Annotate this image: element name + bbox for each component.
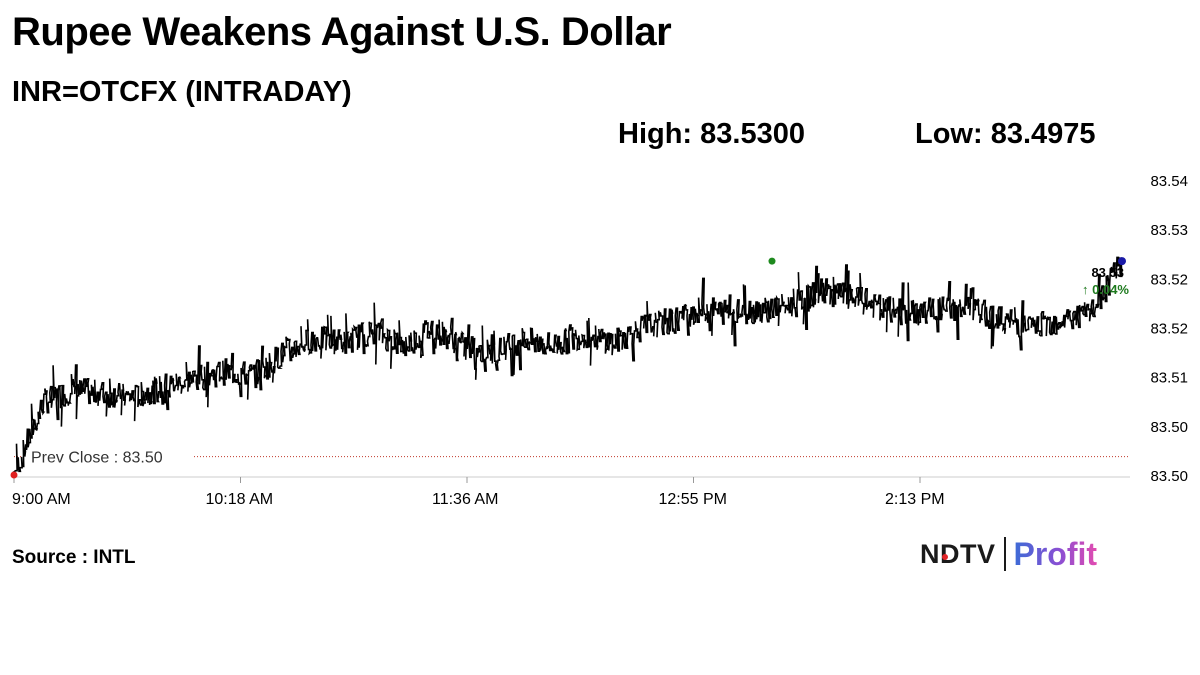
logo-divider	[1003, 537, 1006, 571]
y-tick-label: 83.50	[1150, 468, 1188, 485]
source-note: Source : INTL	[12, 547, 136, 568]
x-tick-label: 9:00 AM	[12, 491, 71, 505]
change-label: ↑ 0.04%	[1082, 282, 1129, 297]
x-tick-label: 11:36 AM	[432, 491, 498, 505]
high-value: 83.5300	[700, 118, 805, 150]
x-tick-label: 12:55 PM	[659, 491, 727, 505]
prev-close-label: Prev Close : 83.50	[31, 450, 163, 467]
logo-profit: Profit	[1013, 535, 1098, 572]
high-stat: High: 83.5300	[618, 118, 805, 151]
chart-subtitle: INR=OTCFX (INTRADAY)	[12, 76, 352, 108]
high-label: High:	[618, 118, 701, 150]
low-label: Low:	[915, 118, 991, 150]
y-tick-label: 83.52	[1150, 321, 1188, 338]
y-tick-label: 83.51	[1150, 370, 1188, 387]
y-tick-label: 83.53	[1150, 222, 1188, 239]
ndtv-profit-logo: NDTV Profit	[920, 534, 1097, 574]
logo-ndtv: NDTV	[920, 538, 996, 569]
price-series-line	[12, 256, 1123, 473]
x-tick-label: 10:18 AM	[206, 491, 274, 505]
chart-title: Rupee Weakens Against U.S. Dollar	[12, 10, 672, 54]
last-value-label: 83.53	[1091, 265, 1124, 280]
y-tick-label: 83.54	[1150, 173, 1188, 190]
low-value: 83.4975	[990, 118, 1096, 150]
y-tick-label: 83.52	[1150, 271, 1188, 288]
day-high-marker	[768, 257, 776, 265]
day-open-marker	[10, 471, 18, 479]
last-price-marker	[1118, 257, 1126, 266]
y-tick-label: 83.50	[1150, 419, 1188, 436]
low-stat: Low: 83.4975	[915, 118, 1096, 151]
prev-close-label-bg	[26, 445, 194, 468]
intraday-chart: 83.54 83.53 83.52 83.52 83.51 83.50 83.50 9:00 …	[10, 173, 1188, 505]
x-tick-label: 2:13 PM	[885, 491, 945, 505]
